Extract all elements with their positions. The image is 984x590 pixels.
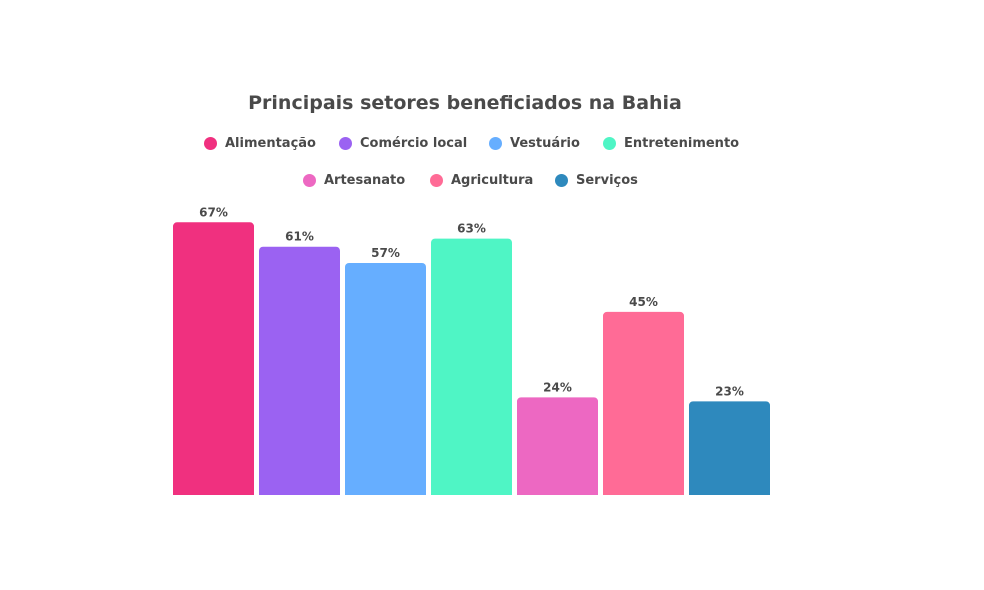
legend-item-artesanato[interactable]: Artesanato [303,170,405,190]
bar-base-comercio-local [259,489,340,495]
bar-entretenimento[interactable] [431,238,512,495]
legend-dot-comercio-local [339,136,352,150]
legend-label-vestuario: Vestuário [510,135,580,151]
bar-base-vestuario [345,489,426,495]
legend-dot-alimentacao [204,136,217,150]
legend-item-alimentacao[interactable]: Alimentação [204,133,316,153]
legend-dot-artesanato [303,173,316,187]
bar-alimentacao[interactable] [173,222,254,495]
legend-label-entretenimento: Entretenimento [624,135,740,151]
bar-artesanato[interactable] [517,397,598,495]
legend-item-comercio-local[interactable]: Comércio local [339,133,467,153]
legend-dot-servicos [555,173,568,187]
legend-label-servicos: Serviços [576,172,638,188]
bar-value-label-agricultura: 45% [629,295,658,309]
bar-comercio-local[interactable] [259,246,340,495]
legend-label-alimentacao: Alimentação [225,135,316,151]
legend-item-vestuario[interactable]: Vestuário [489,133,580,153]
legend-item-entretenimento[interactable]: Entretenimento [603,133,739,153]
bar-value-label-vestuario: 57% [371,246,400,260]
legend-row-1: Alimentação Comércio local Vestuário Ent… [0,133,984,153]
bar-base-agricultura [603,489,684,495]
bar-servicos[interactable] [689,401,770,495]
bar-value-label-artesanato: 24% [543,380,572,394]
legend-dot-agricultura [430,173,443,187]
legend-label-agricultura: Agricultura [451,172,534,188]
legend-dot-vestuario [489,136,502,150]
bar-base-entretenimento [431,489,512,495]
bar-value-label-comercio-local: 61% [285,230,314,244]
bar-agricultura[interactable] [603,311,684,495]
legend-row-2: Artesanato Agricultura Serviços [0,170,984,190]
chart-title: Principais setores beneficiados na Bahia [248,92,682,114]
bar-value-label-entretenimento: 63% [457,222,486,236]
bar-value-label-servicos: 23% [715,384,744,398]
legend-label-artesanato: Artesanato [324,172,406,188]
bar-base-alimentacao [173,489,254,495]
bar-vestuario[interactable] [345,263,426,495]
legend-item-servicos[interactable]: Serviços [555,170,638,190]
bar-value-label-alimentacao: 67% [199,205,228,219]
legend-label-comercio-local: Comércio local [360,135,468,151]
legend-item-agricultura[interactable]: Agricultura [430,170,533,190]
bar-base-servicos [689,489,770,495]
legend-dot-entretenimento [603,136,616,150]
bar-base-artesanato [517,489,598,495]
